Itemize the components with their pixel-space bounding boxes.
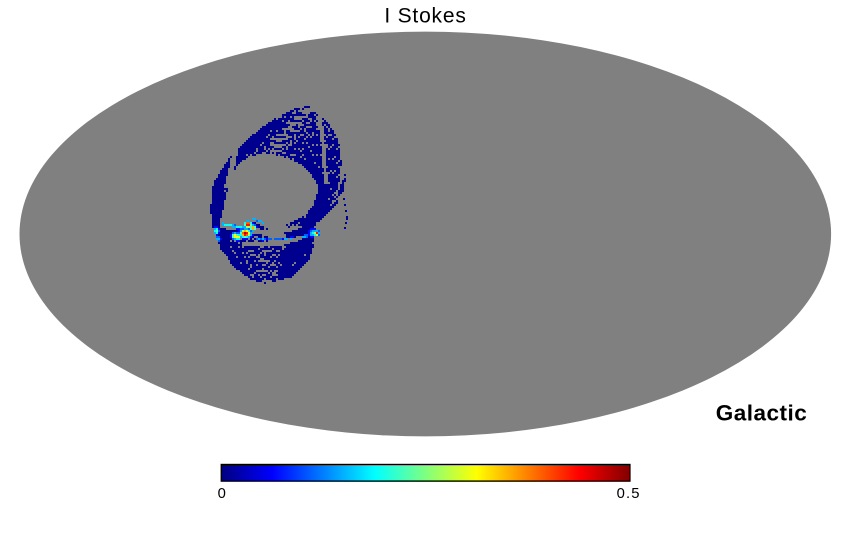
svg-text:0: 0 — [218, 486, 226, 502]
svg-text:Galactic: Galactic — [716, 401, 808, 426]
svg-text:0.5: 0.5 — [617, 486, 641, 502]
svg-text:I Stokes: I Stokes — [384, 5, 466, 28]
